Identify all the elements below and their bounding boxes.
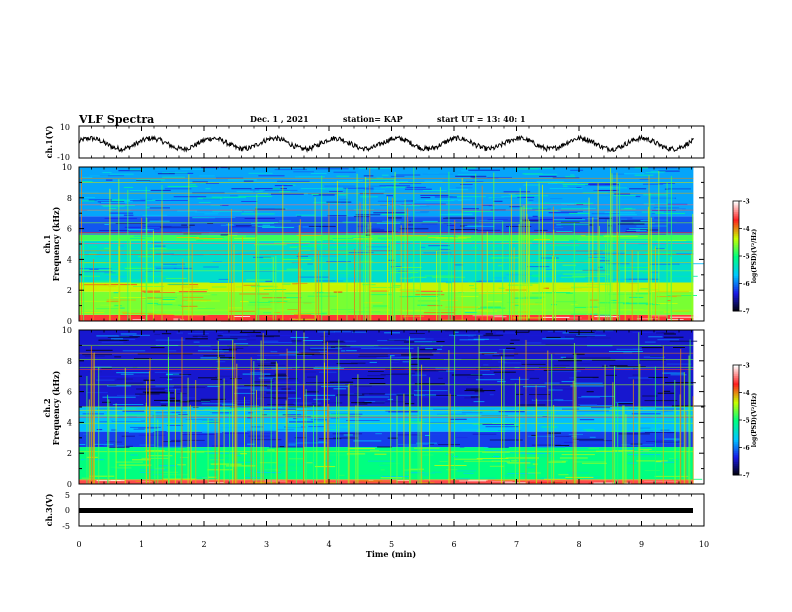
- colorbar-tick-label: -4: [743, 226, 750, 233]
- spectrogram-ytick: 10: [62, 163, 72, 172]
- spectrogram-ytick: 10: [62, 326, 72, 335]
- colorbar-tick-label: -3: [743, 363, 750, 370]
- time-axis-tick-label: 8: [576, 540, 581, 549]
- ch1-colorbar: -3 -4 -5 -6 -7 log(PSD)(V²/Hz): [732, 199, 758, 316]
- colorbar-tick-label: -5: [743, 254, 750, 261]
- time-axis-tick-label: 1: [139, 540, 144, 549]
- station-label: station= KAP: [343, 114, 403, 124]
- start-time-label: start UT = 13: 40: 1: [437, 114, 526, 124]
- ch3-waveform-series: [79, 508, 693, 513]
- ch1-waveform-series: [78, 134, 694, 154]
- spectrogram-ytick: 8: [67, 357, 72, 366]
- ch1-spectrogram-panel: 0 2 4 6 8 10 ch.1 Frequency (kHz): [42, 163, 705, 326]
- ch1-frequency-label: Frequency (kHz): [51, 206, 61, 281]
- ch2-spectrogram-panel: 0 2 4 6 8 10 ch.2 Frequency (kHz): [42, 326, 706, 489]
- time-axis-label: Time (min): [366, 549, 416, 559]
- ch1-waveform-frame: [78, 125, 705, 159]
- time-axis-tick-label: 10: [699, 540, 709, 549]
- colorbar-label: log(PSD)(V²/Hz): [751, 229, 758, 284]
- date-label: Dec. 1 , 2021: [250, 114, 309, 124]
- ch2-channel-label: ch.2: [42, 398, 52, 417]
- ch1-spectrogram-image: [79, 167, 704, 322]
- colorbar-tick-label: -4: [743, 390, 750, 397]
- ch3-ytick-top: 5: [65, 491, 70, 500]
- ch1-waveform-panel: 10 -10 ch.1(V): [44, 123, 705, 162]
- colorbar-tick-label: -7: [743, 473, 750, 480]
- colorbar-tick-label: -6: [743, 281, 750, 288]
- spectrogram-ytick: 0: [67, 480, 72, 489]
- figure-title: VLF Spectra: [78, 113, 154, 126]
- spectrogram-ytick: 8: [67, 194, 72, 203]
- ch3-ylabel: ch.3(V): [44, 493, 54, 526]
- time-axis-tick-label: 6: [451, 540, 456, 549]
- time-axis-tick-label: 3: [264, 540, 269, 549]
- time-axis-tick-label: 7: [514, 540, 519, 549]
- spectrogram-ytick: 4: [67, 255, 72, 264]
- time-axis-tick-label: 2: [201, 540, 206, 549]
- ch1-ytick-top: 10: [60, 123, 70, 132]
- spectrogram-ytick: 2: [67, 449, 72, 458]
- ch3-ytick-bottom: -5: [62, 522, 70, 531]
- ch2-colorbar: -3 -4 -5 -6 -7 log(PSD)(V²/Hz): [732, 363, 758, 480]
- spectrogram-ytick: 0: [67, 317, 72, 326]
- ch2-spectrogram-image: [79, 330, 706, 485]
- time-axis: 0 1 2 3 4 5 6 7 8 9 10: [76, 126, 709, 549]
- ch2-frequency-label: Frequency (kHz): [51, 370, 61, 445]
- colorbar-tick-label: -6: [743, 445, 750, 452]
- spectrogram-band: [79, 314, 694, 321]
- colorbar-label: log(PSD)(V²/Hz): [751, 393, 758, 448]
- spectrogram-ytick: 6: [67, 225, 72, 234]
- ch1-ylabel: ch.1(V): [44, 125, 54, 158]
- time-axis-tick-label: 5: [389, 540, 394, 549]
- spectrogram-band: [79, 240, 694, 283]
- ch1-ytick-bottom: -10: [57, 153, 70, 162]
- ch3-waveform-panel: 5 0 -5 ch.3(V): [44, 491, 705, 531]
- time-axis-tick-label: 0: [76, 540, 81, 549]
- spectrogram-band: [79, 216, 694, 235]
- time-axis-tick-label: 9: [639, 540, 644, 549]
- colorbar-tick-label: -5: [743, 418, 750, 425]
- spectrogram-band: [79, 330, 694, 407]
- spectrogram-ytick: 6: [67, 388, 72, 397]
- ch1-channel-label: ch.1: [42, 234, 52, 253]
- colorbar-tick-label: -7: [743, 309, 750, 316]
- ch3-ytick-mid: 0: [65, 506, 70, 515]
- spectrogram-band: [79, 167, 694, 217]
- ch1-spectrogram-yticks: 0 2 4 6 8 10: [62, 163, 704, 326]
- colorbar-tick-label: -3: [743, 199, 750, 206]
- spectrogram-ytick: 4: [67, 418, 72, 427]
- ch2-spectrogram-yticks: 0 2 4 6 8 10: [62, 326, 704, 489]
- time-axis-tick-label: 4: [326, 540, 331, 549]
- spectrogram-ytick: 2: [67, 286, 72, 295]
